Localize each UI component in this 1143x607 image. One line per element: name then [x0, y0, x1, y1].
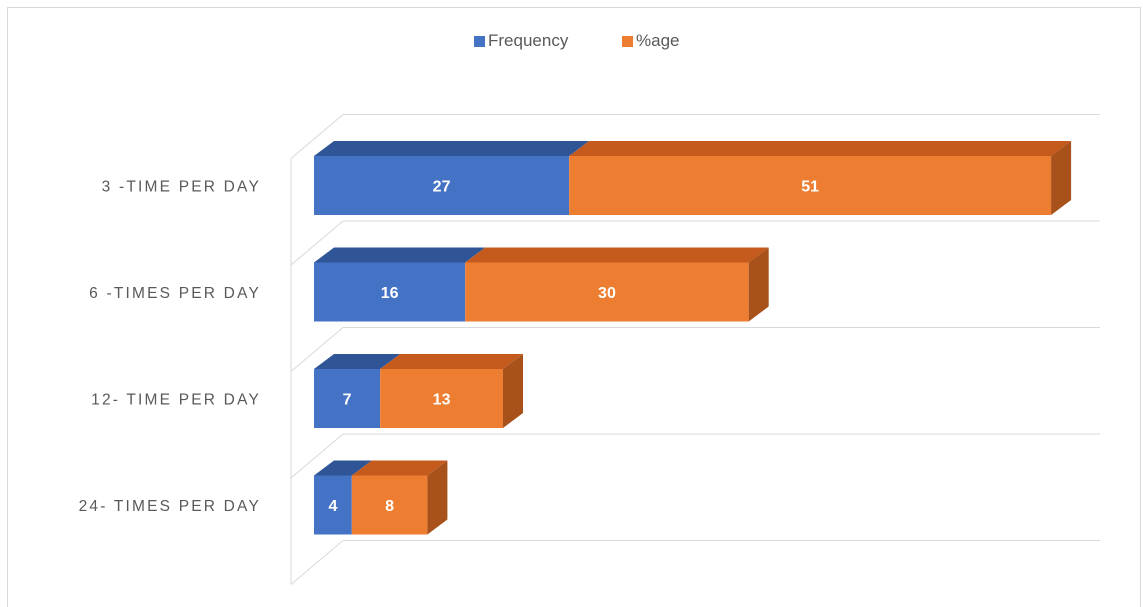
bar-top-0-2 — [314, 354, 401, 369]
gridline-depth — [290, 327, 344, 372]
bar-side-3 — [427, 460, 448, 535]
category-label: 3 -TIME PER DAY — [102, 179, 261, 196]
bar-side-0 — [1051, 141, 1072, 215]
bar-side-2 — [503, 354, 523, 428]
bar-0-0 — [314, 156, 570, 215]
bar-1-2 — [380, 369, 503, 428]
legend-label: %age — [636, 31, 679, 50]
bar-0-1 — [314, 262, 466, 322]
chart-frame: 27 51 16 30 7 13 4 8 3 -TIME PER DAY 6 -TIMES PE… — [7, 7, 1141, 607]
legend: Frequency %age — [474, 31, 679, 50]
category-axis-labels: 3 -TIME PER DAY 6 -TIMES PER DAY 12- TIME … — [79, 179, 261, 516]
bar-top-1-2 — [380, 354, 523, 369]
category-label: 12- TIME PER DAY — [91, 392, 261, 409]
legend-swatch — [622, 36, 633, 47]
data-label: 30 — [598, 285, 616, 302]
data-label: 51 — [801, 179, 819, 196]
bar-top-0-3 — [314, 460, 372, 476]
bar-top-1-0 — [569, 141, 1072, 156]
bar-top-0-1 — [314, 247, 486, 263]
data-label: 8 — [385, 498, 394, 515]
bar-top-1-3 — [351, 460, 448, 476]
data-label: 4 — [328, 498, 337, 515]
data-label: 16 — [381, 285, 399, 302]
category-label: 24- TIMES PER DAY — [79, 498, 261, 515]
legend-label: Frequency — [488, 31, 569, 50]
bar-side-1 — [748, 247, 769, 322]
stacked-bar-chart-3d: 27 51 16 30 7 13 4 8 3 -TIME PER DAY 6 -TIMES PE… — [79, 31, 1100, 585]
gridline-depth — [290, 540, 344, 585]
data-label: 7 — [343, 392, 352, 409]
bar-1-3 — [351, 475, 428, 535]
bar-1-0 — [569, 156, 1052, 215]
bar-top-1-1 — [465, 247, 769, 263]
bar-1-1 — [465, 262, 749, 322]
data-label: 13 — [433, 392, 451, 409]
data-label: 27 — [433, 179, 451, 196]
gridline-depth — [290, 220, 344, 266]
bar-0-2 — [314, 369, 381, 428]
bar-0-3 — [314, 475, 352, 535]
category-label: 6 -TIMES PER DAY — [89, 285, 261, 302]
gridlines — [290, 114, 1100, 585]
gridline-depth — [290, 433, 344, 479]
gridline-depth — [290, 114, 344, 159]
legend-swatch — [474, 36, 485, 47]
bars — [314, 141, 1072, 535]
bar-top-0-0 — [314, 141, 590, 156]
data-labels: 27 51 16 30 7 13 4 8 — [328, 179, 819, 516]
